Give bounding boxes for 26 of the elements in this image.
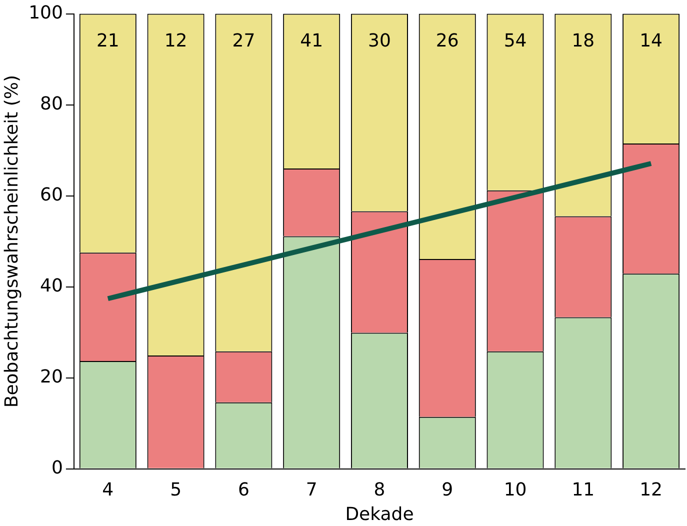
x-tick-label: 12: [640, 479, 663, 500]
annotation: 14: [640, 30, 663, 52]
y-tick-label: 100: [28, 2, 63, 24]
annotation: 26: [436, 30, 459, 52]
y-tick-label: 80: [40, 93, 63, 114]
y-tick-label: 0: [52, 457, 63, 478]
x-tick-label: 8: [374, 479, 386, 500]
annotation: 18: [572, 30, 595, 52]
annotation: 30: [368, 30, 391, 52]
annotation: 54: [504, 30, 527, 52]
x-tick-label: 11: [572, 479, 595, 500]
annotation: 12: [164, 30, 188, 52]
x-tick-label: 7: [306, 479, 318, 500]
x-tick-label: 6: [238, 479, 250, 500]
x-tick-label: 4: [102, 479, 114, 500]
x-tick-label: 9: [442, 479, 454, 500]
annotation: 41: [300, 30, 324, 52]
annotation: 21: [96, 30, 120, 52]
y-tick-label: 20: [40, 366, 63, 388]
y-tick-label: 40: [40, 275, 63, 296]
y-axis-title: Beobachtungswahrscheinlichkeit (%): [1, 74, 22, 408]
y-tick-label: 60: [40, 184, 63, 206]
x-axis-title: Dekade: [345, 504, 414, 525]
annotation: 27: [232, 30, 256, 52]
x-tick-label: 5: [170, 479, 182, 500]
x-tick-label: 10: [504, 479, 527, 500]
